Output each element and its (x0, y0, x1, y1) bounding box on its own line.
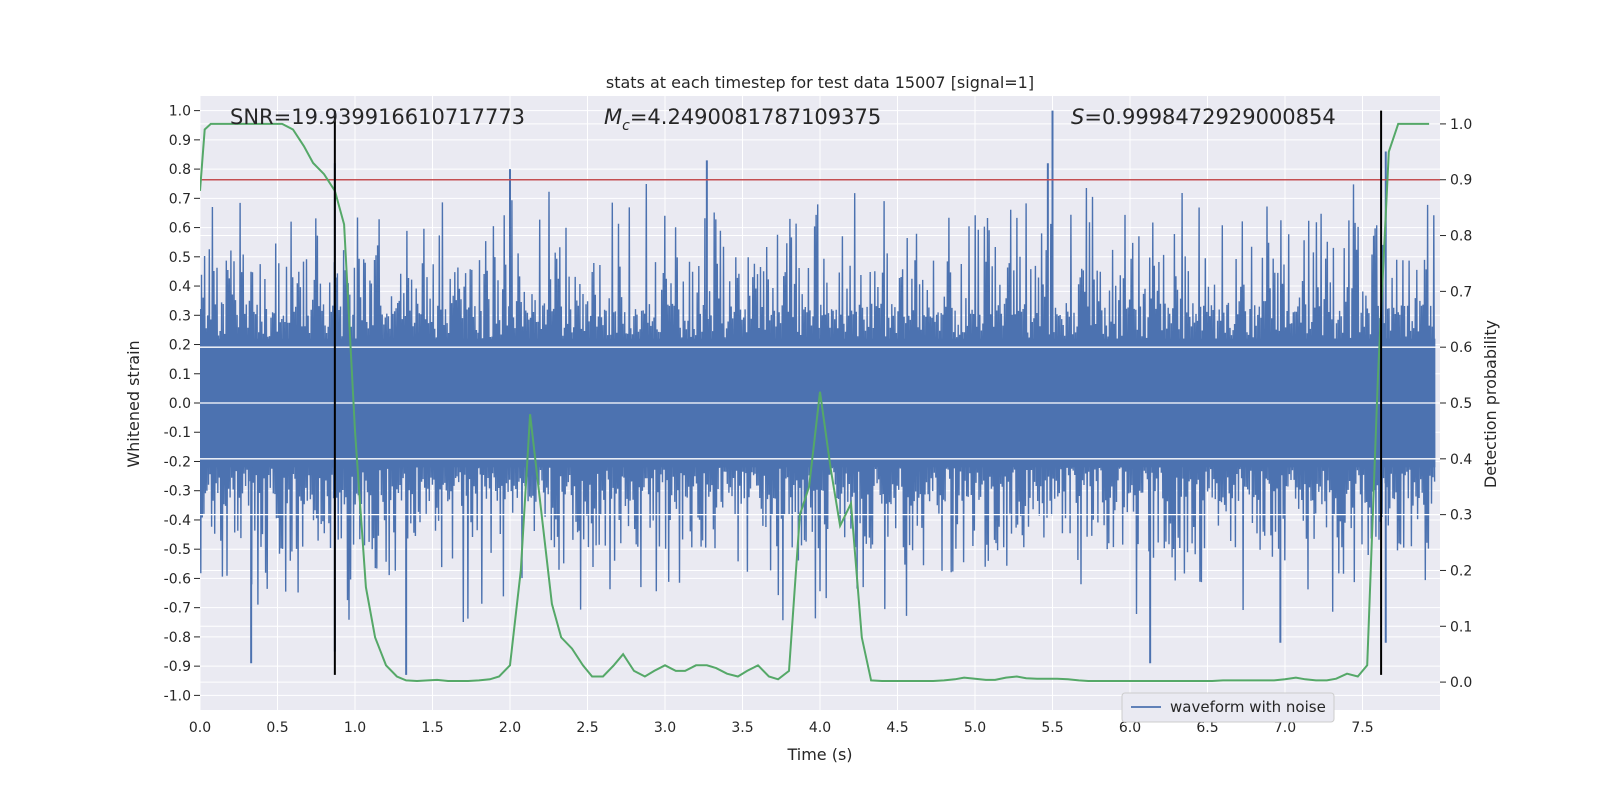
y2-tick-label: 0.9 (1450, 173, 1472, 189)
x-tick-label: 3.5 (731, 720, 753, 736)
score-value: =0.9998472929000854 (1084, 105, 1335, 129)
y-tick-label: 0.4 (169, 279, 191, 295)
y2-tick-label: 1.0 (1450, 117, 1472, 133)
chart-title: stats at each timestep for test data 150… (606, 73, 1034, 92)
waveform-series (200, 110, 1440, 675)
y-axis-label: Whitened strain (124, 340, 143, 467)
legend-label: waveform with noise (1170, 698, 1326, 716)
x-tick-label: 1.0 (344, 720, 366, 736)
score-annotation: S=0.9998472929000854 (1071, 105, 1336, 129)
x-tick-label: 5.5 (1041, 720, 1063, 736)
y-tick-label: -0.9 (164, 659, 191, 675)
y-tick-label: 0.5 (169, 250, 191, 266)
y-tick-label: 0.3 (169, 308, 191, 324)
y-tick-label: 0.8 (169, 162, 191, 178)
y2-tick-label: 0.3 (1450, 508, 1472, 524)
x-axis-label: Time (s) (786, 745, 852, 764)
y-tick-label: 1.0 (169, 104, 191, 120)
y-tick-label: -0.3 (164, 484, 191, 500)
y-tick-label: -1.0 (164, 688, 191, 704)
y-tick-label: -0.5 (164, 542, 191, 558)
y2-tick-label: 0.7 (1450, 284, 1472, 300)
x-tick-label: 7.5 (1351, 720, 1373, 736)
legend-box (1121, 692, 1335, 723)
y-tick-label: 0.1 (169, 367, 191, 383)
vertical-markers (333, 110, 1383, 675)
chirp-mass-subscript: c (622, 118, 630, 134)
probability-line (200, 122, 1430, 683)
chirp-mass-annotation: Mc=4.2490081787109375 (604, 105, 881, 134)
y2-tick-label: 0.4 (1450, 452, 1472, 468)
snr-annotation: SNR=19.939916610717773 (230, 105, 525, 129)
chirp-mass-value: =4.2490081787109375 (630, 105, 881, 129)
y-tick-label: 0.2 (169, 338, 191, 354)
x-tick-label: 0.0 (189, 720, 211, 736)
y2-tick-labels: 0.0 0.1 0.2 0.3 0.4 0.5 0.6 0.7 0.8 0.9 1.0 (1440, 117, 1472, 691)
x-tick-labels: 0.0 0.5 1.0 1.5 2.0 2.5 3.0 3.5 4.0 4.5 5.0 5.5 6.0 6… (189, 720, 1374, 736)
y2-tick-label: 0.6 (1450, 340, 1472, 356)
y-tick-label: 0.7 (169, 191, 191, 207)
legend: waveform with noise (1121, 692, 1335, 723)
y-tick-label: -0.1 (164, 425, 191, 441)
chirp-mass-symbol: M (604, 105, 622, 129)
y2-tick-label: 0.1 (1450, 619, 1472, 635)
x-tick-label: 6.5 (1196, 720, 1218, 736)
y-tick-label: -0.2 (164, 454, 191, 470)
x-tick-label: 4.5 (886, 720, 908, 736)
x-tick-label: 4.0 (809, 720, 831, 736)
y-tick-label: -0.7 (164, 601, 191, 617)
y-tick-label: -0.4 (164, 513, 191, 529)
y-tick-label: -0.6 (164, 571, 191, 587)
y2-tick-label: 0.5 (1450, 396, 1472, 412)
x-tick-label: 3.0 (654, 720, 676, 736)
y-tick-label: 0.9 (169, 133, 191, 149)
y2-tick-label: 0.0 (1450, 675, 1472, 691)
y-tick-label: 0.6 (169, 221, 191, 237)
x-tick-label: 6.0 (1119, 720, 1141, 736)
y-tick-label: 0.0 (169, 396, 191, 412)
x-tick-label: 7.0 (1274, 720, 1296, 736)
y2-axis-label: Detection probability (1481, 320, 1500, 488)
x-tick-label: 1.5 (421, 720, 443, 736)
y-tick-label: -0.8 (164, 630, 191, 646)
y-tick-labels: -1.0 -0.9 -0.8 -0.7 -0.6 -0.5 -0.4 -0.3 -0.2 -0.1… (164, 104, 200, 704)
x-tick-label: 2.0 (499, 720, 521, 736)
probability-series (200, 122, 1440, 683)
x-tick-label: 0.5 (266, 720, 288, 736)
y2-tick-label: 0.8 (1450, 229, 1472, 245)
y2-tick-label: 0.2 (1450, 563, 1472, 579)
score-symbol: S (1071, 105, 1084, 129)
x-tick-label: 2.5 (576, 720, 598, 736)
x-tick-label: 5.0 (964, 720, 986, 736)
